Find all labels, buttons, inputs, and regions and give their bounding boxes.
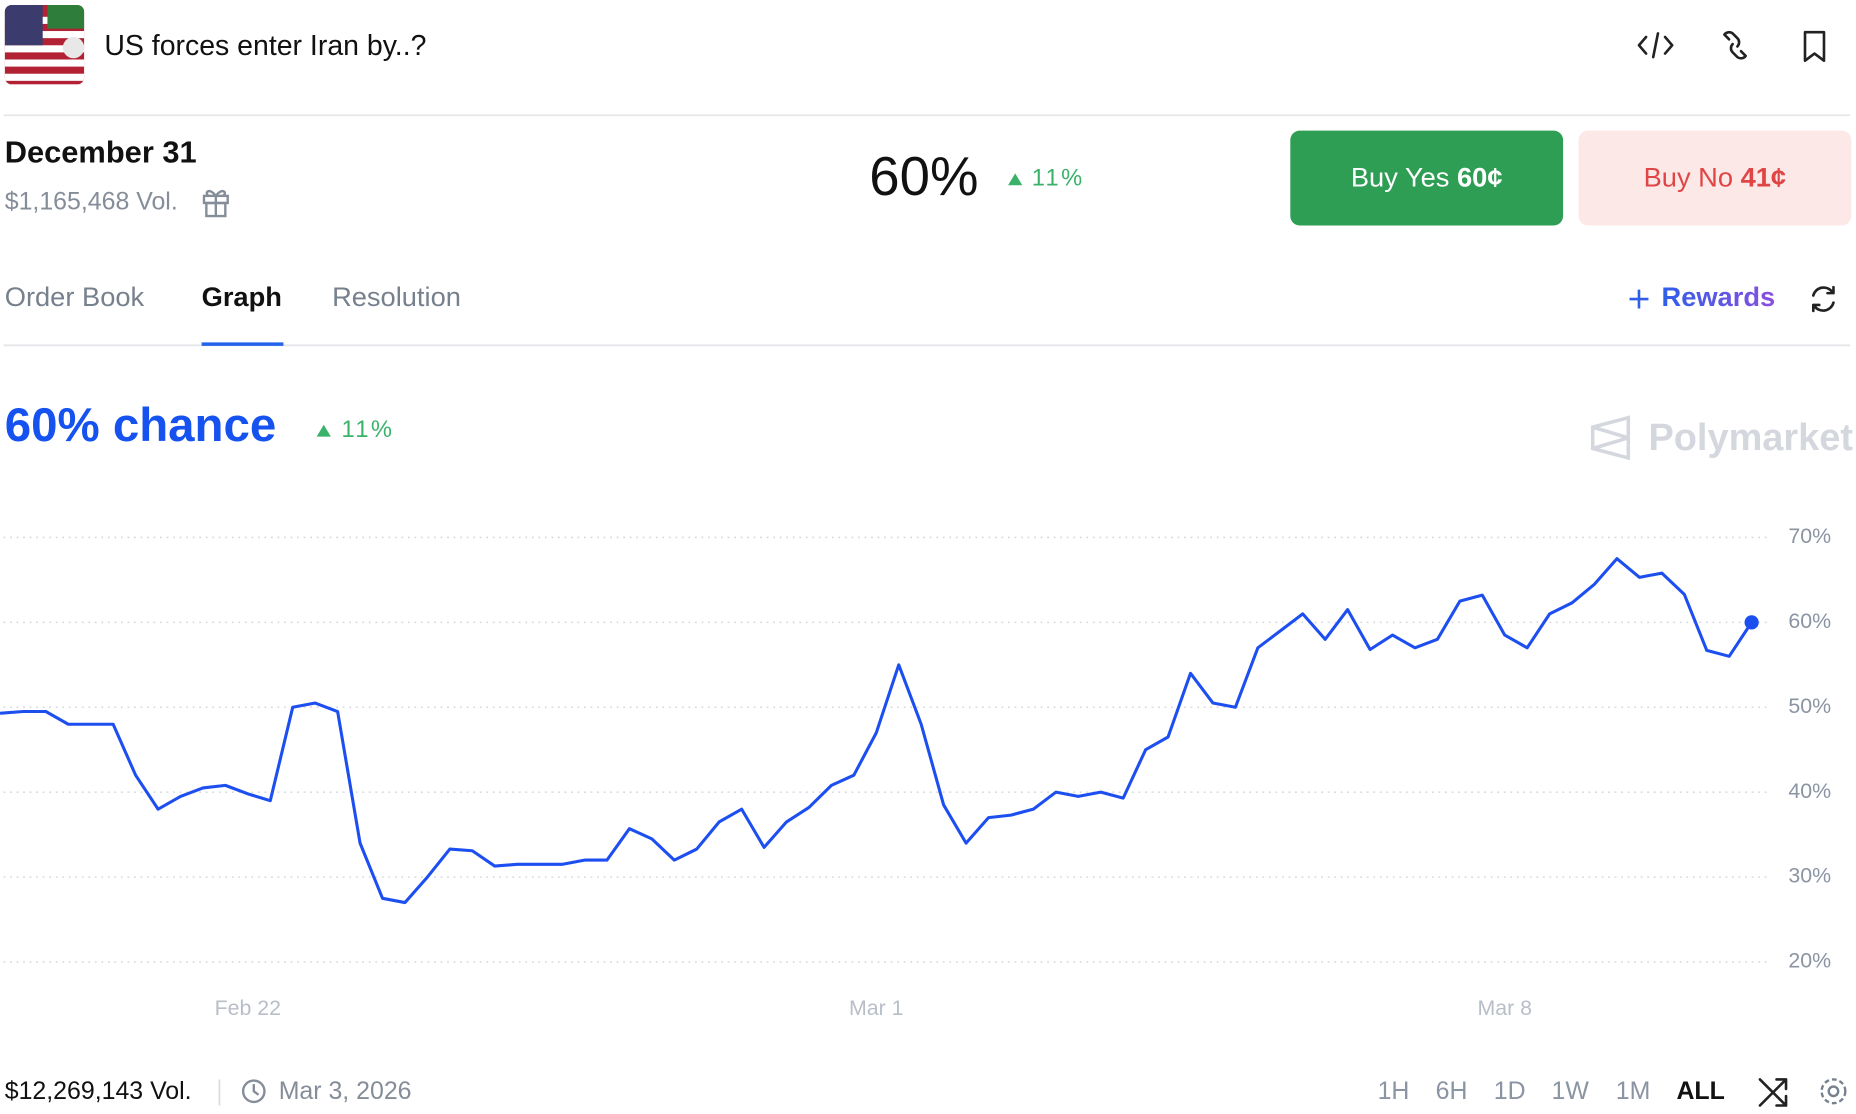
range-button-active[interactable]: ALL xyxy=(1676,1077,1724,1105)
range-button[interactable]: 1D xyxy=(1494,1077,1526,1105)
buy-yes-button[interactable]: Buy Yes 60¢ xyxy=(1290,130,1564,226)
settings-button[interactable] xyxy=(1820,1078,1847,1105)
y-tick-label: 30% xyxy=(1788,864,1831,888)
shuffle-button[interactable] xyxy=(1758,1078,1788,1107)
up-arrow xyxy=(316,424,331,437)
y-tick-label: 60% xyxy=(1788,609,1831,633)
tab[interactable]: Order Book xyxy=(5,281,145,312)
buy-yes-bg xyxy=(1290,130,1564,226)
refresh-button[interactable] xyxy=(1812,285,1835,313)
buy-no-bg xyxy=(1578,130,1852,226)
up-arrow xyxy=(1008,173,1023,186)
buy-no-price: 41¢ xyxy=(1741,161,1787,192)
rewards-link[interactable]: Rewards xyxy=(1662,281,1776,312)
market-title: US forces enter Iran by..? xyxy=(104,30,426,62)
price-line xyxy=(0,557,1754,905)
embed-button[interactable] xyxy=(1637,32,1674,59)
x-tick-label: Feb 22 xyxy=(215,996,281,1020)
range-button[interactable]: 1M xyxy=(1616,1077,1651,1105)
end-date: Mar 3, 2026 xyxy=(279,1077,412,1105)
plus-icon xyxy=(1629,289,1649,309)
outcome-date: December 31 xyxy=(5,135,197,170)
x-tick-label: Mar 1 xyxy=(849,996,904,1020)
chart: 20% 30% 40% 50% 60% 70% Feb 22 Mar 1 Mar 8 xyxy=(0,524,1831,1020)
outcome-price: 60% xyxy=(869,146,978,207)
buy-yes-label: Buy Yes xyxy=(1351,161,1450,192)
range-selector: 1H 6H 1D 1W 1M ALL xyxy=(1378,1077,1725,1105)
gift-icon[interactable] xyxy=(202,189,229,218)
tab-active[interactable]: Graph xyxy=(202,281,282,312)
total-volume: $12,269,143 Vol. xyxy=(5,1077,192,1105)
range-button[interactable]: 1H xyxy=(1378,1077,1410,1105)
y-tick-label: 40% xyxy=(1788,779,1831,803)
range-button[interactable]: 1W xyxy=(1552,1077,1590,1105)
chart-change: 11% xyxy=(342,417,395,443)
y-tick-label: 20% xyxy=(1788,949,1831,973)
y-tick-label: 50% xyxy=(1788,694,1831,718)
tab[interactable]: Resolution xyxy=(332,281,461,312)
buy-no-text: Buy No 41¢ xyxy=(1644,161,1786,192)
buy-no-button[interactable]: Buy No 41¢ xyxy=(1578,130,1852,226)
link-button[interactable] xyxy=(1723,30,1748,60)
buy-yes-text: Buy Yes 60¢ xyxy=(1351,161,1503,192)
watermark-logo xyxy=(1590,415,1631,461)
chart-title: 60% chance xyxy=(5,399,277,452)
outcome-volume: $1,165,468 Vol. xyxy=(5,188,178,216)
buy-yes-price: 60¢ xyxy=(1457,161,1502,192)
market-image xyxy=(4,4,85,85)
last-point xyxy=(1744,615,1759,630)
range-button[interactable]: 6H xyxy=(1436,1077,1468,1105)
buy-no-label: Buy No xyxy=(1644,161,1733,192)
clock-icon xyxy=(241,1079,266,1104)
x-tick-label: Mar 8 xyxy=(1477,996,1532,1020)
price-change: 11% xyxy=(1032,166,1085,192)
y-tick-label: 70% xyxy=(1788,524,1831,548)
bookmark-button[interactable] xyxy=(1803,30,1826,62)
watermark: Polymarket xyxy=(1648,417,1853,459)
